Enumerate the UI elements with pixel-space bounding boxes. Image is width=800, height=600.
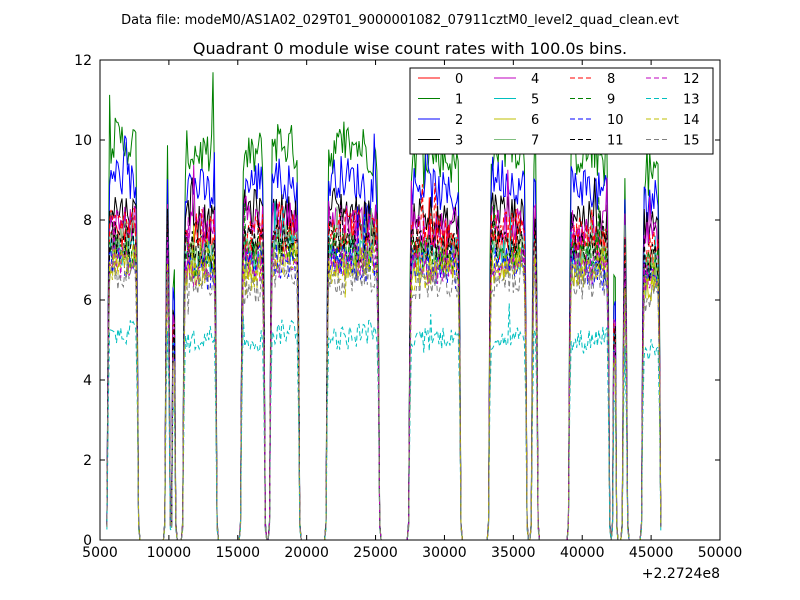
legend-label-4: 4: [531, 72, 539, 87]
x-tick-label: 40000: [560, 545, 605, 561]
axis-ticks: 5000 10000 15000 20000 25000 30000 35000 40000 4…: [74, 53, 742, 561]
y-tick-label: 6: [83, 293, 92, 309]
legend-label-2: 2: [455, 113, 463, 128]
figure-suptitle: Data file: modeM0/AS1A02_029T01_90000010…: [121, 13, 679, 28]
legend-label-1: 1: [455, 93, 463, 108]
x-tick-label: 35000: [491, 545, 536, 561]
x-tick-label: 15000: [216, 545, 261, 561]
y-tick-label: 8: [83, 213, 92, 229]
y-tick-label: 12: [74, 53, 92, 69]
legend-label-14: 14: [683, 113, 700, 128]
y-tick-label: 2: [83, 453, 92, 469]
x-tick-label: 20000: [284, 545, 329, 561]
legend-label-13: 13: [683, 93, 700, 108]
y-tick-label: 4: [83, 373, 92, 389]
x-tick-label: 5000: [82, 545, 118, 561]
legend-label-10: 10: [607, 113, 624, 128]
series-line-13: [106, 303, 662, 541]
legend-label-6: 6: [531, 113, 539, 128]
legend-label-15: 15: [683, 134, 700, 149]
series-line-15: [106, 248, 662, 541]
legend-label-11: 11: [607, 134, 624, 149]
legend-label-3: 3: [455, 134, 463, 149]
legend-label-8: 8: [607, 72, 615, 87]
chart-title: Quadrant 0 module wise count rates with …: [193, 39, 627, 58]
x-tick-label: 10000: [147, 545, 192, 561]
legend-label-12: 12: [683, 72, 700, 87]
x-tick-label: 50000: [698, 545, 743, 561]
legend-label-7: 7: [531, 134, 539, 149]
legend-label-0: 0: [455, 72, 463, 87]
x-tick-label: 25000: [353, 545, 398, 561]
legend-label-9: 9: [607, 93, 615, 108]
x-tick-label: 45000: [629, 545, 674, 561]
legend-label-5: 5: [531, 93, 539, 108]
y-tick-label: 0: [83, 533, 92, 549]
x-tick-label: 30000: [422, 545, 467, 561]
y-tick-label: 10: [74, 133, 92, 149]
x-offset-label: +2.2724e8: [642, 566, 720, 582]
